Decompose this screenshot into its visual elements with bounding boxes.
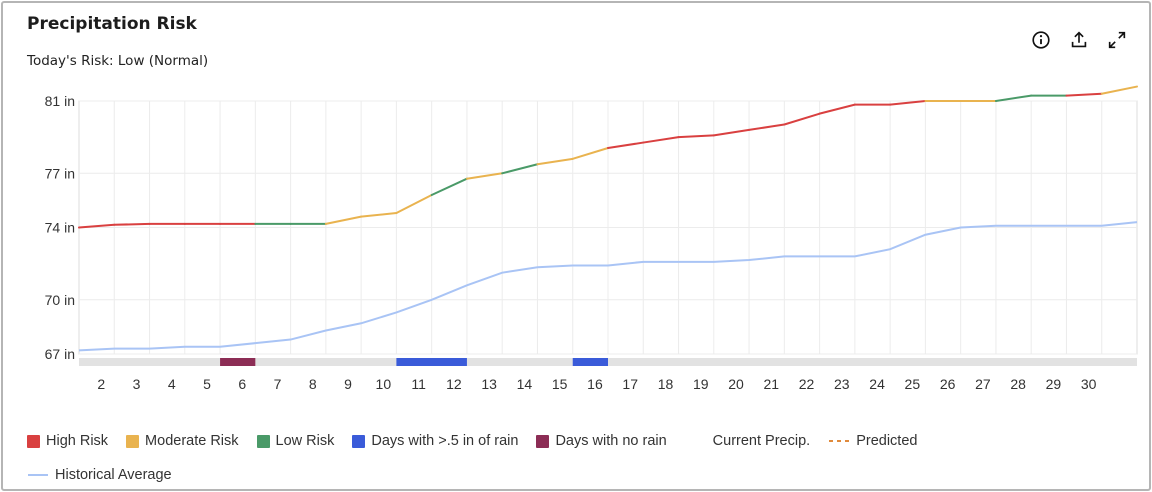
x-tick-label: 30 <box>1081 376 1097 392</box>
x-tick-label: 12 <box>446 376 462 392</box>
legend-item-historical[interactable]: Historical Average <box>27 465 1127 485</box>
legend-swatch-current <box>687 440 704 442</box>
current-precip-segment <box>113 222 151 226</box>
legend-item-high[interactable]: High Risk <box>27 431 108 451</box>
legend-swatch-moderate <box>126 434 140 448</box>
chart-toolbar <box>1029 28 1129 52</box>
legend-label: High Risk <box>46 433 109 449</box>
legend-swatch-high <box>27 434 40 448</box>
legend-swatch-no_rain <box>536 434 550 448</box>
current-precip-segment <box>1065 92 1103 97</box>
x-tick-label: 7 <box>274 376 282 392</box>
x-tick-label: 6 <box>238 376 246 392</box>
legend-label: Current Precip. <box>712 433 811 449</box>
x-tick-label: 29 <box>1046 376 1062 392</box>
x-tick-label: 16 <box>587 376 603 392</box>
x-tick-label: 23 <box>834 376 850 392</box>
current-precip-segment <box>395 193 433 215</box>
legend-label: Moderate Risk <box>145 433 239 449</box>
current-precip-segment <box>360 212 398 218</box>
legend-item-predicted[interactable]: Predicted <box>828 431 917 451</box>
heavy-rain-marker <box>396 358 467 366</box>
y-tick-label: 70 in <box>45 292 75 308</box>
x-tick-label: 25 <box>905 376 921 392</box>
current-precip-segment <box>607 141 645 149</box>
y-tick-label: 81 in <box>45 93 75 109</box>
x-tick-label: 20 <box>728 376 744 392</box>
legend-label: Days with >.5 in of rain <box>371 433 519 449</box>
expand-button[interactable] <box>1105 28 1129 52</box>
x-tick-label: 14 <box>517 376 533 392</box>
legend-swatch-predicted <box>829 440 850 442</box>
current-precip-segment <box>748 123 786 131</box>
x-tick-label: 17 <box>622 376 638 392</box>
current-precip-segment <box>783 112 821 126</box>
x-tick-label: 8 <box>309 376 317 392</box>
current-precip-segment <box>536 157 574 166</box>
x-tick-label: 22 <box>799 376 815 392</box>
chart-title: Precipitation Risk <box>27 14 197 34</box>
legend-swatch-low <box>256 434 270 448</box>
x-tick-label: 28 <box>1010 376 1026 392</box>
x-tick-label: 27 <box>975 376 991 392</box>
current-precip-segment <box>642 136 680 144</box>
current-precip-segment <box>677 134 715 139</box>
legend-swatch-heavy_rain <box>352 434 366 448</box>
legend-label: Low Risk <box>275 433 335 449</box>
x-tick-label: 15 <box>552 376 568 392</box>
todays-risk-text: Today's Risk: Low (Normal) <box>27 53 209 69</box>
current-precip-segment <box>78 223 116 229</box>
current-precip-segment <box>501 163 539 175</box>
legend-label: Days with no rain <box>555 433 667 449</box>
legend-item-no_rain[interactable]: Days with no rain <box>536 431 667 451</box>
chart-legend: High Risk Moderate Risk Low Risk Days with … <box>27 431 1127 485</box>
current-precip-segment <box>324 215 363 225</box>
x-tick-label: 19 <box>693 376 709 392</box>
legend-label: Historical Average <box>55 467 172 483</box>
x-tick-label: 4 <box>168 376 176 392</box>
current-precip-segment <box>430 177 468 196</box>
legend-item-heavy_rain[interactable]: Days with >.5 in of rain <box>352 431 518 451</box>
x-tick-label: 3 <box>133 376 141 392</box>
no-rain-marker <box>220 358 256 366</box>
legend-swatch-historical <box>28 474 48 476</box>
legend-label: Predicted <box>856 433 918 449</box>
info-button[interactable] <box>1029 28 1053 52</box>
x-tick-label: 2 <box>97 376 105 392</box>
current-precip-segment <box>712 128 751 137</box>
x-tick-label: 11 <box>411 376 426 392</box>
y-tick-label: 77 in <box>45 165 75 181</box>
legend-item-low[interactable]: Low Risk <box>256 431 335 451</box>
x-tick-label: 5 <box>203 376 211 392</box>
x-tick-label: 26 <box>940 376 956 392</box>
current-precip-segment <box>818 103 856 115</box>
current-precip-segment <box>465 172 504 180</box>
current-precip-segment <box>994 94 1033 102</box>
x-tick-label: 24 <box>869 376 885 392</box>
legend-item-moderate[interactable]: Moderate Risk <box>126 431 239 451</box>
x-tick-label: 21 <box>763 376 779 392</box>
y-tick-label: 67 in <box>45 346 75 362</box>
current-precip-segment <box>889 100 927 106</box>
x-tick-label: 9 <box>344 376 352 392</box>
info-icon <box>1032 31 1050 49</box>
x-tick-label: 13 <box>481 376 497 392</box>
upload-icon <box>1071 31 1087 48</box>
x-tick-label: 18 <box>658 376 674 392</box>
current-precip-segment <box>571 146 609 160</box>
x-tick-label: 10 <box>376 376 392 392</box>
y-tick-label: 74 in <box>45 220 75 236</box>
heavy-rain-marker <box>572 358 608 366</box>
current-precip-segment <box>1100 85 1138 95</box>
historical-average-line <box>78 221 1138 352</box>
legend-item-current[interactable]: Current Precip. <box>685 431 811 451</box>
export-button[interactable] <box>1067 28 1091 52</box>
expand-icon <box>1108 31 1126 49</box>
